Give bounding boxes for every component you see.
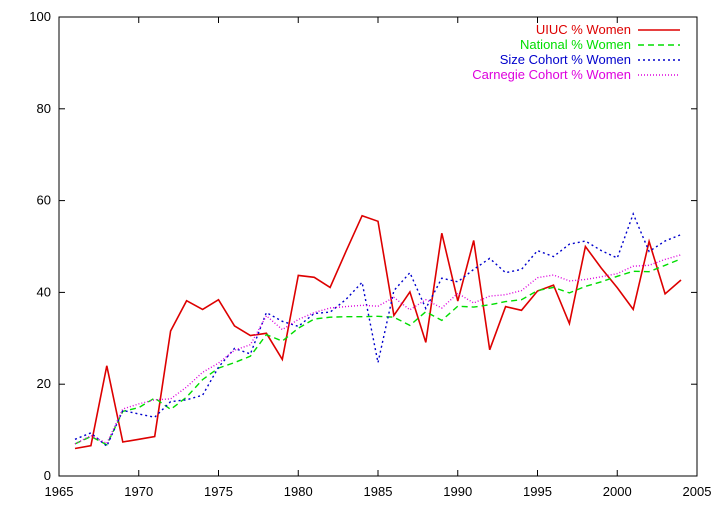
series-line-1 [74, 214, 682, 450]
legend-label: Size Cohort % Women [500, 52, 631, 67]
x-tick-label: 2005 [683, 484, 712, 499]
x-tick-label: 2000 [603, 484, 632, 499]
x-tick-label: 1970 [124, 484, 153, 499]
x-tick-label: 1980 [284, 484, 313, 499]
y-tick-label: 0 [44, 468, 51, 483]
y-tick-label: 20 [37, 376, 51, 391]
legend-label: National % Women [520, 37, 631, 52]
x-tick-label: 1985 [364, 484, 393, 499]
series-line-2 [74, 258, 682, 446]
x-tick-label: 1995 [523, 484, 552, 499]
plot-frame [58, 16, 698, 477]
x-tick-label: 1990 [443, 484, 472, 499]
series-lines [74, 211, 682, 450]
legend-label: UIUC % Women [536, 22, 631, 37]
x-tick-label: 1975 [204, 484, 233, 499]
series-line-4 [74, 254, 682, 445]
y-tick-label: 80 [37, 101, 51, 116]
y-tick-label: 60 [37, 193, 51, 208]
axis-ticks: 0 20 40 60 80 100 1965 1970 1975 1980 1985 1990 1995… [29, 9, 711, 499]
legend-label: Carnegie Cohort % Women [472, 67, 631, 82]
y-tick-label: 100 [29, 9, 51, 24]
x-tick-label: 1965 [45, 484, 74, 499]
y-tick-label: 40 [37, 284, 51, 299]
series-line-3 [74, 211, 682, 448]
